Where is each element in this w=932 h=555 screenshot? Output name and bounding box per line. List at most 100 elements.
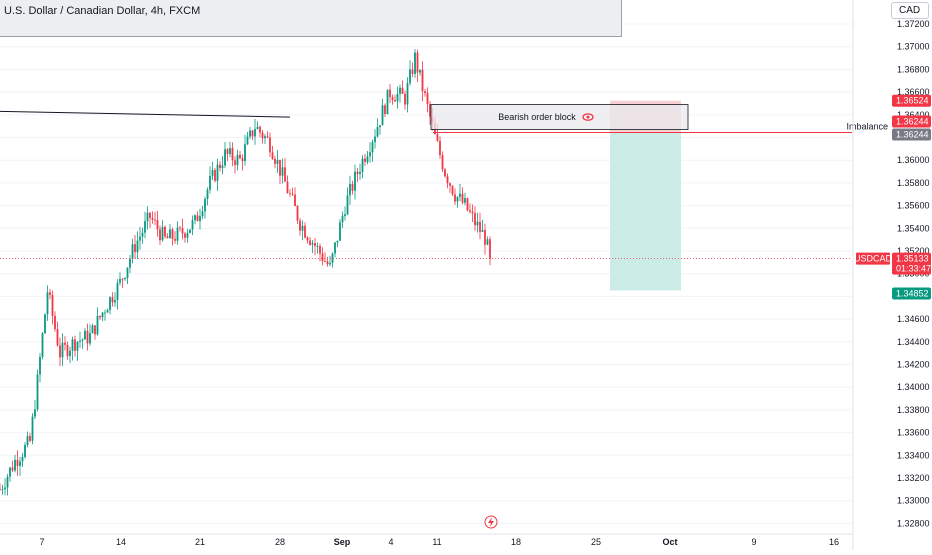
- candle: [489, 236, 491, 266]
- candle: [134, 235, 136, 259]
- candle-body: [319, 245, 321, 254]
- candle: [219, 161, 221, 172]
- candle-body: [204, 198, 206, 212]
- candle: [339, 219, 341, 242]
- price-tag-target[interactable]: 1.34852: [892, 287, 931, 300]
- candle: [199, 208, 201, 230]
- candle: [16, 450, 19, 476]
- candle: [166, 233, 169, 239]
- candle: [379, 125, 381, 135]
- price-tag-bg: [892, 128, 931, 141]
- candle-body: [456, 196, 459, 202]
- candle-body: [231, 148, 234, 161]
- candle-body: [211, 170, 214, 176]
- candle-body: [154, 219, 156, 221]
- candle-body: [14, 459, 16, 471]
- price-tag-stop[interactable]: 1.36524: [892, 94, 931, 107]
- candle: [121, 278, 124, 289]
- candle-body: [94, 325, 96, 335]
- candle: [126, 267, 129, 285]
- price-tag-entry[interactable]: 1.36244: [892, 128, 931, 141]
- candle-body: [481, 229, 484, 232]
- drawings-layer[interactable]: Bearish order block Imbalance USDCAD: [0, 104, 893, 265]
- candle: [439, 136, 441, 159]
- candle-body: [234, 160, 236, 166]
- candle: [14, 454, 16, 473]
- candle: [396, 86, 399, 109]
- candle: [356, 167, 359, 183]
- price-tag-imbalance-top[interactable]: 1.36244: [892, 115, 931, 128]
- candle-body: [316, 245, 319, 247]
- candle: [386, 89, 389, 115]
- candle-body: [91, 325, 94, 334]
- candle-body: [89, 333, 91, 344]
- candle: [409, 60, 411, 86]
- bearish-order-block[interactable]: Bearish order block: [430, 104, 689, 130]
- candle-body: [399, 87, 401, 94]
- candle-body: [6, 476, 9, 488]
- candle-body: [69, 350, 71, 357]
- candle: [61, 333, 64, 367]
- candle: [266, 131, 269, 139]
- candle-body: [379, 125, 381, 128]
- price-tick-label: 1.37200: [897, 19, 930, 29]
- candle-body: [344, 214, 346, 217]
- candle: [256, 121, 259, 130]
- candle: [156, 210, 159, 237]
- candle: [366, 150, 369, 165]
- candle: [184, 231, 186, 243]
- candle: [174, 231, 176, 244]
- candle: [336, 240, 339, 248]
- candle: [211, 161, 214, 181]
- candle: [191, 215, 194, 236]
- candle-body: [486, 239, 489, 245]
- candle: [51, 290, 54, 325]
- candle-body: [346, 195, 349, 215]
- candle: [444, 167, 446, 178]
- candle: [31, 413, 34, 445]
- candle-body: [394, 99, 396, 102]
- symbol-legend-box[interactable]: U.S. Dollar / Canadian Dollar, 4h, FXCM: [0, 0, 622, 37]
- candle: [114, 292, 116, 307]
- candle-body: [266, 136, 269, 138]
- candle: [424, 89, 426, 97]
- candle: [456, 196, 459, 208]
- candle-body: [371, 142, 374, 153]
- symbol-tag-text: USDCAD: [854, 254, 893, 264]
- candle: [164, 225, 166, 239]
- take-profit-zone[interactable]: [610, 132, 681, 291]
- candle-body: [254, 128, 256, 137]
- price-axis[interactable]: 1.372001.370001.368001.366001.364001.362…: [852, 0, 931, 550]
- currency-button[interactable]: CAD: [891, 2, 929, 19]
- candle-body: [0, 489, 1, 491]
- candle: [231, 142, 234, 167]
- candle-body: [34, 409, 36, 417]
- eye-icon[interactable]: [582, 113, 594, 121]
- candle: [244, 134, 246, 166]
- candle: [196, 211, 199, 222]
- candle-body: [269, 137, 271, 153]
- candle-body: [114, 300, 116, 303]
- candle: [21, 452, 24, 468]
- candle-body: [391, 97, 394, 100]
- candle-body: [81, 339, 84, 341]
- trend-line[interactable]: [0, 110, 291, 118]
- symbol-price-tag[interactable]: USDCAD: [854, 252, 893, 265]
- candle: [331, 252, 334, 268]
- candle-body: [401, 87, 404, 94]
- candle-body: [141, 232, 144, 237]
- economic-event-icon[interactable]: [484, 515, 498, 529]
- candle: [66, 341, 69, 360]
- candle: [146, 206, 149, 230]
- candle: [464, 192, 466, 206]
- candle: [449, 182, 451, 193]
- candle: [344, 206, 346, 221]
- time-axis[interactable]: 7 14 21 28 Sep 4 11 18 25 Oct 9 16: [0, 515, 853, 547]
- price-tick-label: 1.33200: [897, 473, 930, 483]
- candle-body: [46, 292, 49, 315]
- countdown-label: 01:33:47: [896, 264, 931, 274]
- candle: [279, 159, 281, 185]
